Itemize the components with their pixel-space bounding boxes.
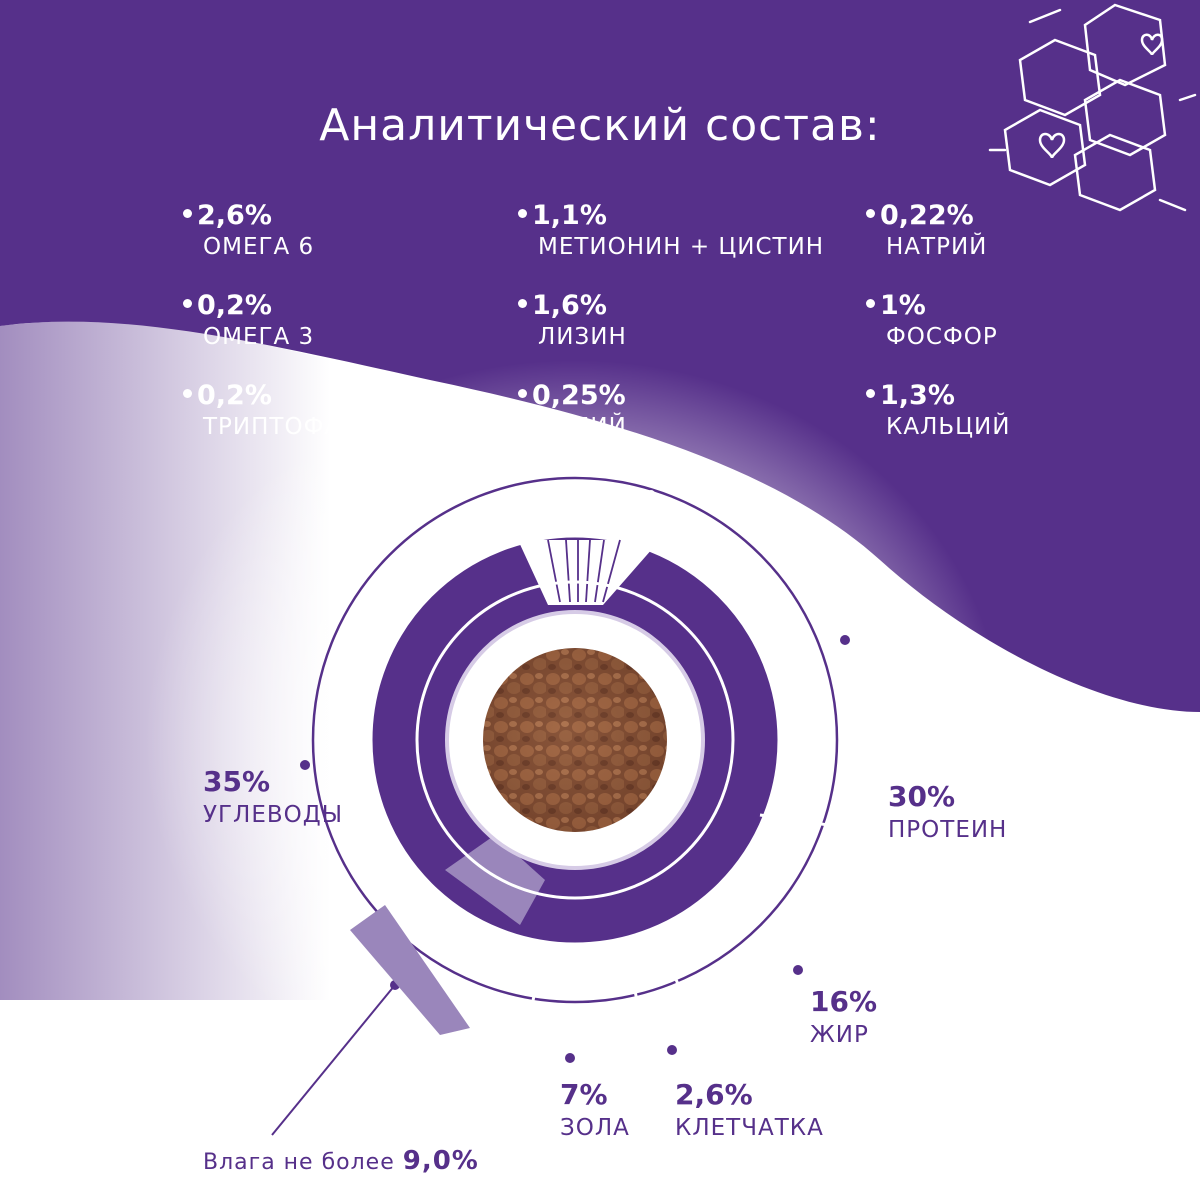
macro-label: ЖИР: [810, 1022, 869, 1048]
nutrient-value: 2,6%: [197, 200, 272, 231]
macro-value: 35%: [203, 765, 271, 798]
nutrient-tryptophan: 0,2% ТРИПТОФАН: [183, 380, 359, 442]
macro-value: 2,6%: [675, 1078, 753, 1111]
nutrient-label: КАЛИЙ: [538, 414, 627, 440]
nutrient-value: 1,1%: [532, 200, 607, 231]
page-title: Аналитический состав:: [319, 100, 881, 151]
nutrient-value: 0,22%: [880, 200, 974, 231]
nutrient-value: 0,2%: [197, 380, 272, 411]
nutrient-lysine: 1,6% ЛИЗИН: [518, 290, 627, 352]
macro-value: 7%: [560, 1078, 608, 1111]
bullet-icon: [518, 299, 527, 308]
nutrient-omega3: 0,2% ОМЕГА 3: [183, 290, 314, 352]
nutrient-label: КАЛЬЦИЙ: [886, 414, 1011, 440]
macro-label: КЛЕТЧАТКА: [675, 1115, 824, 1141]
nutrient-calcium: 1,3% КАЛЬЦИЙ: [866, 380, 1010, 442]
bullet-icon: [866, 209, 875, 218]
bullet-icon: [183, 389, 192, 398]
nutrient-value: 0,25%: [532, 380, 626, 411]
macro-value: 16%: [810, 985, 878, 1018]
macro-fiber: 2,6% КЛЕТЧАТКА: [675, 1078, 824, 1144]
nutrient-label: ОМЕГА 6: [203, 234, 315, 260]
nutrient-omega6: 2,6% ОМЕГА 6: [183, 200, 314, 262]
nutrient-label: ТРИПТОФАН: [203, 414, 360, 440]
bullet-icon: [866, 389, 875, 398]
macro-label: ЗОЛА: [560, 1115, 630, 1141]
nutrient-value: 1,3%: [880, 380, 955, 411]
macro-label: УГЛЕВОДЫ: [203, 802, 344, 828]
macro-value: 30%: [888, 780, 956, 813]
nutrient-label: НАТРИЙ: [886, 234, 988, 260]
nutrient-methionine: 1,1% МЕТИОНИН + ЦИСТИН: [518, 200, 824, 262]
bullet-icon: [518, 389, 527, 398]
macro-label: ПРОТЕИН: [888, 817, 1008, 843]
moisture-text: Влага не более: [203, 1150, 395, 1175]
nutrient-phosphorus: 1% ФОСФОР: [866, 290, 998, 352]
bullet-icon: [866, 299, 875, 308]
nutrient-label: МЕТИОНИН + ЦИСТИН: [538, 234, 825, 260]
macro-carbs: 35% УГЛЕВОДЫ: [203, 765, 343, 831]
nutrient-value: 1,6%: [532, 290, 607, 321]
bullet-icon: [518, 209, 527, 218]
nutrient-value: 1%: [880, 290, 926, 321]
nutrient-label: ЛИЗИН: [538, 324, 627, 350]
honeycomb-icon: [988, 3, 1197, 212]
moisture-value: 9,0%: [402, 1146, 479, 1176]
macro-ash: 7% ЗОЛА: [560, 1078, 630, 1144]
bullet-icon: [183, 209, 192, 218]
nutrient-potassium: 0,25% КАЛИЙ: [518, 380, 627, 442]
nutrient-label: ОМЕГА 3: [203, 324, 315, 350]
nutrient-sodium: 0,22% НАТРИЙ: [866, 200, 987, 262]
nutrient-label: ФОСФОР: [886, 324, 998, 350]
bullet-icon: [183, 299, 192, 308]
moisture-note: Влага не более 9,0%: [203, 1146, 479, 1176]
macro-fat: 16% ЖИР: [810, 985, 877, 1051]
macro-protein: 30% ПРОТЕИН: [888, 780, 1007, 846]
nutrient-value: 0,2%: [197, 290, 272, 321]
